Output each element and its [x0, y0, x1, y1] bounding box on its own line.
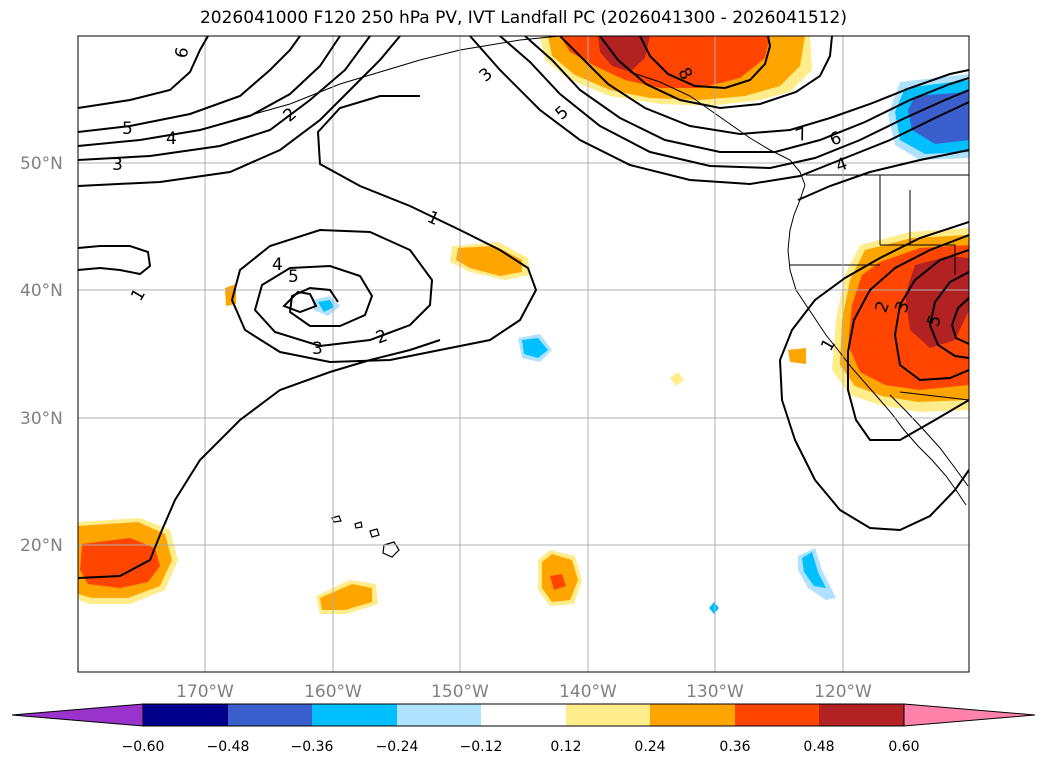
- contour-label-5-cutoff: 5: [288, 267, 299, 287]
- ivt-shading: [78, 36, 969, 614]
- contour-label-3-north: 3: [112, 155, 123, 175]
- colorbar-segment-5: [481, 704, 566, 726]
- colorbar-segment-1: [143, 704, 228, 726]
- contour-jet-3: [469, 36, 969, 186]
- positive-anomaly-gulf-of-alaska-max: [598, 36, 650, 72]
- contour-label-4-cutoff: 4: [272, 255, 283, 275]
- map-frame: [77, 35, 970, 673]
- latitude-labels: 50°N 40°N 30°N 20°N: [20, 154, 63, 556]
- positive-anomaly-small-dot: [670, 372, 684, 386]
- lat-label-30n: 30°N: [20, 409, 63, 429]
- contour-trough-1: [78, 339, 441, 579]
- negative-anomaly-central-core: [522, 338, 548, 358]
- contour-north-3: [78, 36, 371, 161]
- colorbar-tick-3: −0.36: [291, 739, 334, 755]
- contour-coast-2: [847, 234, 969, 441]
- colorbar-tick-6: 0.12: [550, 739, 581, 755]
- positive-anomaly-southwest-strong: [80, 538, 160, 588]
- negative-anomaly-south-east-core: [802, 552, 826, 588]
- lon-label-150w: 150°W: [431, 682, 489, 702]
- colorbar-segment-4: [397, 704, 481, 726]
- contour-jet-5: [524, 36, 969, 153]
- colorbar-segment-6: [566, 704, 650, 726]
- colorbar-frame: [142, 703, 905, 727]
- map-title: 2026041000 F120 250 hPa PV, IVT Landfall…: [199, 8, 847, 28]
- contour-jet-4: [499, 36, 969, 170]
- contour-coast-4: [928, 271, 969, 359]
- gridlines: [78, 36, 969, 672]
- colorbar-tick-5: −0.12: [460, 739, 503, 755]
- positive-anomaly-small-coast: [788, 348, 806, 364]
- lat-label-20n: 20°N: [20, 536, 63, 556]
- colorbar-right-extend: [903, 703, 1036, 727]
- negative-anomaly-cutoff-low-core: [318, 300, 334, 312]
- colorbar-tick-8: 0.36: [719, 739, 750, 755]
- maui: [369, 528, 380, 538]
- hawaii-islands: [331, 515, 400, 558]
- contour-north-4: [78, 36, 341, 147]
- negative-anomaly-south-dot: [709, 602, 719, 614]
- contour-label-6: 6: [172, 46, 194, 60]
- contour-jet-8: [639, 36, 772, 90]
- contour-ridge-1: [78, 245, 152, 276]
- mexico-border: [899, 391, 969, 401]
- colorbar-tick-9: 0.48: [803, 739, 834, 755]
- contour-coast-5: [950, 297, 969, 345]
- contour-north-5: [78, 36, 301, 133]
- lon-label-140w: 140°W: [559, 682, 617, 702]
- colorbar: −0.60 −0.48 −0.36 −0.24 −0.12 0.12 0.24 …: [11, 703, 1036, 755]
- north-america-west-coastline: [787, 184, 967, 506]
- lon-label-130w: 130°W: [686, 682, 744, 702]
- colorbar-tick-2: −0.48: [207, 739, 250, 755]
- colorbar-segment-2: [228, 704, 312, 726]
- contour-coast-1: [778, 221, 969, 532]
- contour-north-2: [78, 36, 401, 187]
- contour-label-5-north: 5: [122, 119, 133, 139]
- contour-label-4-north: 4: [166, 129, 177, 149]
- alaska-panhandle-coastline: [629, 71, 806, 186]
- contour-coast-3: [893, 249, 969, 382]
- map-area: 6 5 4 3 2 1 3 5 8 7 6 4 1 4 5 3 2 2 3 5 …: [78, 36, 969, 672]
- contour-east-1: [797, 149, 969, 201]
- negative-anomaly-northeast-strong: [908, 92, 969, 144]
- contour-cutoff-1: [230, 95, 538, 364]
- contour-jet-7: [599, 36, 833, 110]
- colorbar-tick-1: −0.60: [122, 739, 165, 755]
- contour-jet-6: [559, 36, 969, 136]
- pv-contours: [78, 36, 969, 579]
- contour-label-3-cutoff: 3: [312, 339, 323, 359]
- contour-north-6: [78, 36, 209, 109]
- lon-label-170w: 170°W: [176, 682, 234, 702]
- oahu: [354, 521, 363, 529]
- contour-cutoff-2: [282, 290, 318, 314]
- lat-label-50n: 50°N: [20, 154, 63, 174]
- colorbar-tick-10: 0.60: [888, 739, 919, 755]
- baja-coastline: [889, 394, 969, 487]
- colorbar-tick-4: −0.24: [376, 739, 419, 755]
- lon-label-120w: 120°W: [814, 682, 872, 702]
- colorbar-segment-8: [735, 704, 819, 726]
- colorbar-segment-3: [312, 704, 397, 726]
- longitude-labels: 170°W 160°W 150°W 140°W 130°W 120°W: [176, 682, 872, 702]
- positive-anomaly-south-central-strong: [550, 574, 566, 590]
- colorbar-left-extend: [11, 703, 144, 727]
- colorbar-tick-7: 0.24: [634, 739, 665, 755]
- lat-label-40n: 40°N: [20, 281, 63, 301]
- colorbar-segment-9: [819, 704, 904, 726]
- lon-label-160w: 160°W: [304, 682, 362, 702]
- hawaii-big-island: [382, 541, 400, 558]
- colorbar-segment-7: [650, 704, 735, 726]
